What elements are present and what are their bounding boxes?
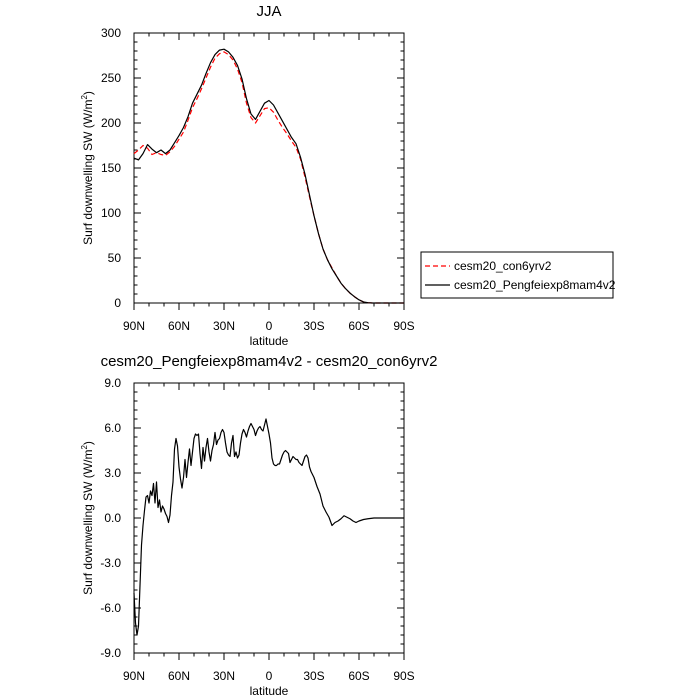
y-tick-label: 300	[101, 26, 121, 40]
x-tick-label: 60N	[168, 319, 190, 333]
bottom-y-tick-labels: -9.0 -6.0 -3.0 0.0 3.0 6.0 9.0	[100, 376, 121, 660]
x-tick-label: 60S	[348, 669, 369, 683]
top-series-lines	[133, 48, 404, 304]
y-tick-label: 150	[101, 161, 121, 175]
y-tick-label: 0	[114, 296, 121, 310]
x-tick-label: 0	[266, 669, 273, 683]
x-tick-label: 30N	[213, 669, 235, 683]
y-tick-label: -3.0	[100, 556, 121, 570]
x-tick-label: 60S	[348, 319, 369, 333]
y-tick-label: 3.0	[104, 466, 121, 480]
legend-label-con6yrv2: cesm20_con6yrv2	[454, 259, 552, 273]
top-tick-marks	[133, 32, 405, 310]
x-tick-label: 30S	[303, 669, 324, 683]
y-tick-label: 250	[101, 71, 121, 85]
bottom-x-tick-labels: 90N 60N 30N 0 30S 60S 90S	[123, 669, 415, 683]
top-y-axis-label: Surf downwelling SW (W/m2)	[80, 91, 95, 245]
series-line-cesm20-pengfeiexp8mam4v2	[133, 48, 404, 304]
legend-box	[420, 251, 614, 299]
x-tick-label: 90S	[393, 319, 414, 333]
y-tick-label: 0.0	[104, 511, 121, 525]
top-x-axis-label: latitude	[250, 334, 289, 348]
legend: cesm20_con6yrv2 cesm20_Pengfeiexp8mam4v2	[420, 251, 616, 299]
x-tick-label: 30N	[213, 319, 235, 333]
bottom-tick-marks	[133, 382, 405, 660]
top-y-tick-labels: 0 50 100 150 200 250 300	[101, 26, 121, 310]
y-tick-label: 50	[108, 251, 122, 265]
y-tick-label: -6.0	[100, 601, 121, 615]
x-tick-label: 90N	[123, 669, 145, 683]
y-tick-label: 6.0	[104, 421, 121, 435]
bottom-panel: cesm20_Pengfeiexp8mam4v2 - cesm20_con6yr…	[80, 353, 437, 698]
bottom-y-axis-label: Surf downwelling SW (W/m2)	[80, 441, 95, 595]
series-line-cesm20-con6yrv2	[133, 51, 404, 304]
series-line-difference	[133, 418, 404, 636]
top-panel-title: JJA	[256, 3, 281, 20]
x-tick-label: 0	[266, 319, 273, 333]
x-tick-label: 60N	[168, 669, 190, 683]
y-tick-label: 100	[101, 206, 121, 220]
y-tick-label: 200	[101, 116, 121, 130]
x-tick-label: 90S	[393, 669, 414, 683]
x-tick-label: 30S	[303, 319, 324, 333]
bottom-panel-title: cesm20_Pengfeiexp8mam4v2 - cesm20_con6yr…	[101, 353, 438, 370]
legend-label-pengfei: cesm20_Pengfeiexp8mam4v2	[454, 278, 616, 292]
bottom-series-lines	[133, 418, 404, 636]
y-tick-label: -9.0	[100, 646, 121, 660]
y-tick-label: 9.0	[104, 376, 121, 390]
top-x-tick-labels: 90N 60N 30N 0 30S 60S 90S	[123, 319, 415, 333]
bottom-x-axis-label: latitude	[250, 684, 289, 698]
x-tick-label: 90N	[123, 319, 145, 333]
